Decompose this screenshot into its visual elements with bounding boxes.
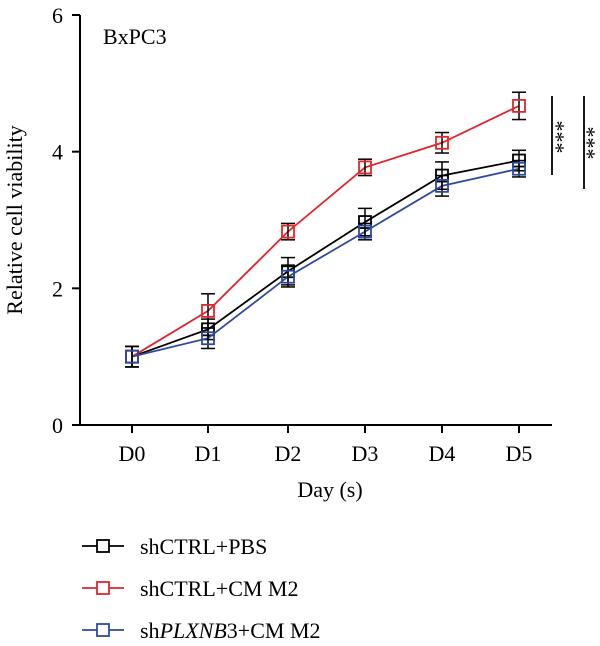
legend-label-italic: PLXNB [159, 618, 227, 643]
y-tick-label: 4 [52, 140, 63, 165]
x-tick-label: D0 [119, 441, 146, 466]
data-point [358, 207, 372, 237]
axes [79, 15, 552, 426]
panel-label: BxPC3 [103, 24, 167, 49]
data-point [435, 131, 449, 154]
significance-markers: *** *** [550, 96, 600, 189]
series-line [131, 159, 520, 358]
data-point [358, 158, 372, 177]
data-point [512, 159, 526, 178]
data-point [435, 174, 449, 197]
data-point [358, 222, 372, 241]
significance-label-2: *** [581, 127, 600, 160]
data-point [281, 265, 295, 288]
legend-item: shCTRL+PBS [82, 534, 267, 559]
y-ticks: 0 2 4 6 [52, 3, 80, 438]
legend-label: shCTRL+PBS [140, 534, 267, 559]
legend-label: shCTRL+CM M2 [140, 576, 299, 601]
y-tick-label: 0 [52, 413, 63, 438]
series-shctrl-cm-m2 [125, 91, 526, 368]
x-tick-label: D4 [429, 441, 456, 466]
legend-label-prefix: shCTRL+CM M2 [140, 576, 299, 601]
square-marker [435, 135, 449, 150]
legend-item: shPLXNB3+CM M2 [82, 618, 321, 643]
square-marker [358, 160, 372, 175]
y-axis-label: Relative cell viability [2, 125, 27, 314]
square-marker [281, 269, 295, 284]
series-shplxnb3-cm-m2 [125, 159, 526, 368]
legend-label: shPLXNB3+CM M2 [140, 618, 321, 643]
data-point [512, 91, 526, 121]
x-tick-label: D3 [352, 441, 379, 466]
legend-marker [96, 581, 110, 595]
legend: shCTRL+PBS shCTRL+CM M2 shPLXNB3+CM M2 [82, 534, 321, 643]
y-tick-label: 6 [52, 3, 63, 28]
x-tick-label: D5 [506, 441, 533, 466]
series-line [131, 167, 520, 358]
data-point [201, 327, 215, 350]
legend-label-prefix: sh [140, 618, 160, 643]
square-marker [201, 303, 215, 318]
series-layer [125, 91, 526, 368]
x-ticks: D0 D1 D2 D3 D4 D5 [119, 425, 533, 466]
y-tick-label: 2 [52, 276, 63, 301]
significance-label-1: *** [550, 121, 575, 154]
series-shctrl-pbs [125, 149, 526, 368]
x-tick-label: D1 [195, 441, 222, 466]
x-tick-label: D2 [275, 441, 302, 466]
x-axis-label: Day (s) [297, 477, 362, 502]
square-marker [358, 224, 372, 239]
series-line [131, 105, 520, 358]
square-marker [281, 224, 295, 239]
square-marker [512, 98, 526, 113]
square-marker [201, 331, 215, 346]
square-marker [125, 349, 139, 364]
legend-label-prefix: shCTRL+PBS [140, 534, 267, 559]
legend-marker [96, 623, 110, 637]
square-marker [512, 161, 526, 176]
data-point [125, 345, 139, 368]
square-marker [435, 178, 449, 193]
legend-marker [96, 539, 110, 553]
legend-label-suffix: 3+CM M2 [227, 618, 321, 643]
data-point [281, 222, 295, 241]
legend-item: shCTRL+CM M2 [82, 576, 299, 601]
